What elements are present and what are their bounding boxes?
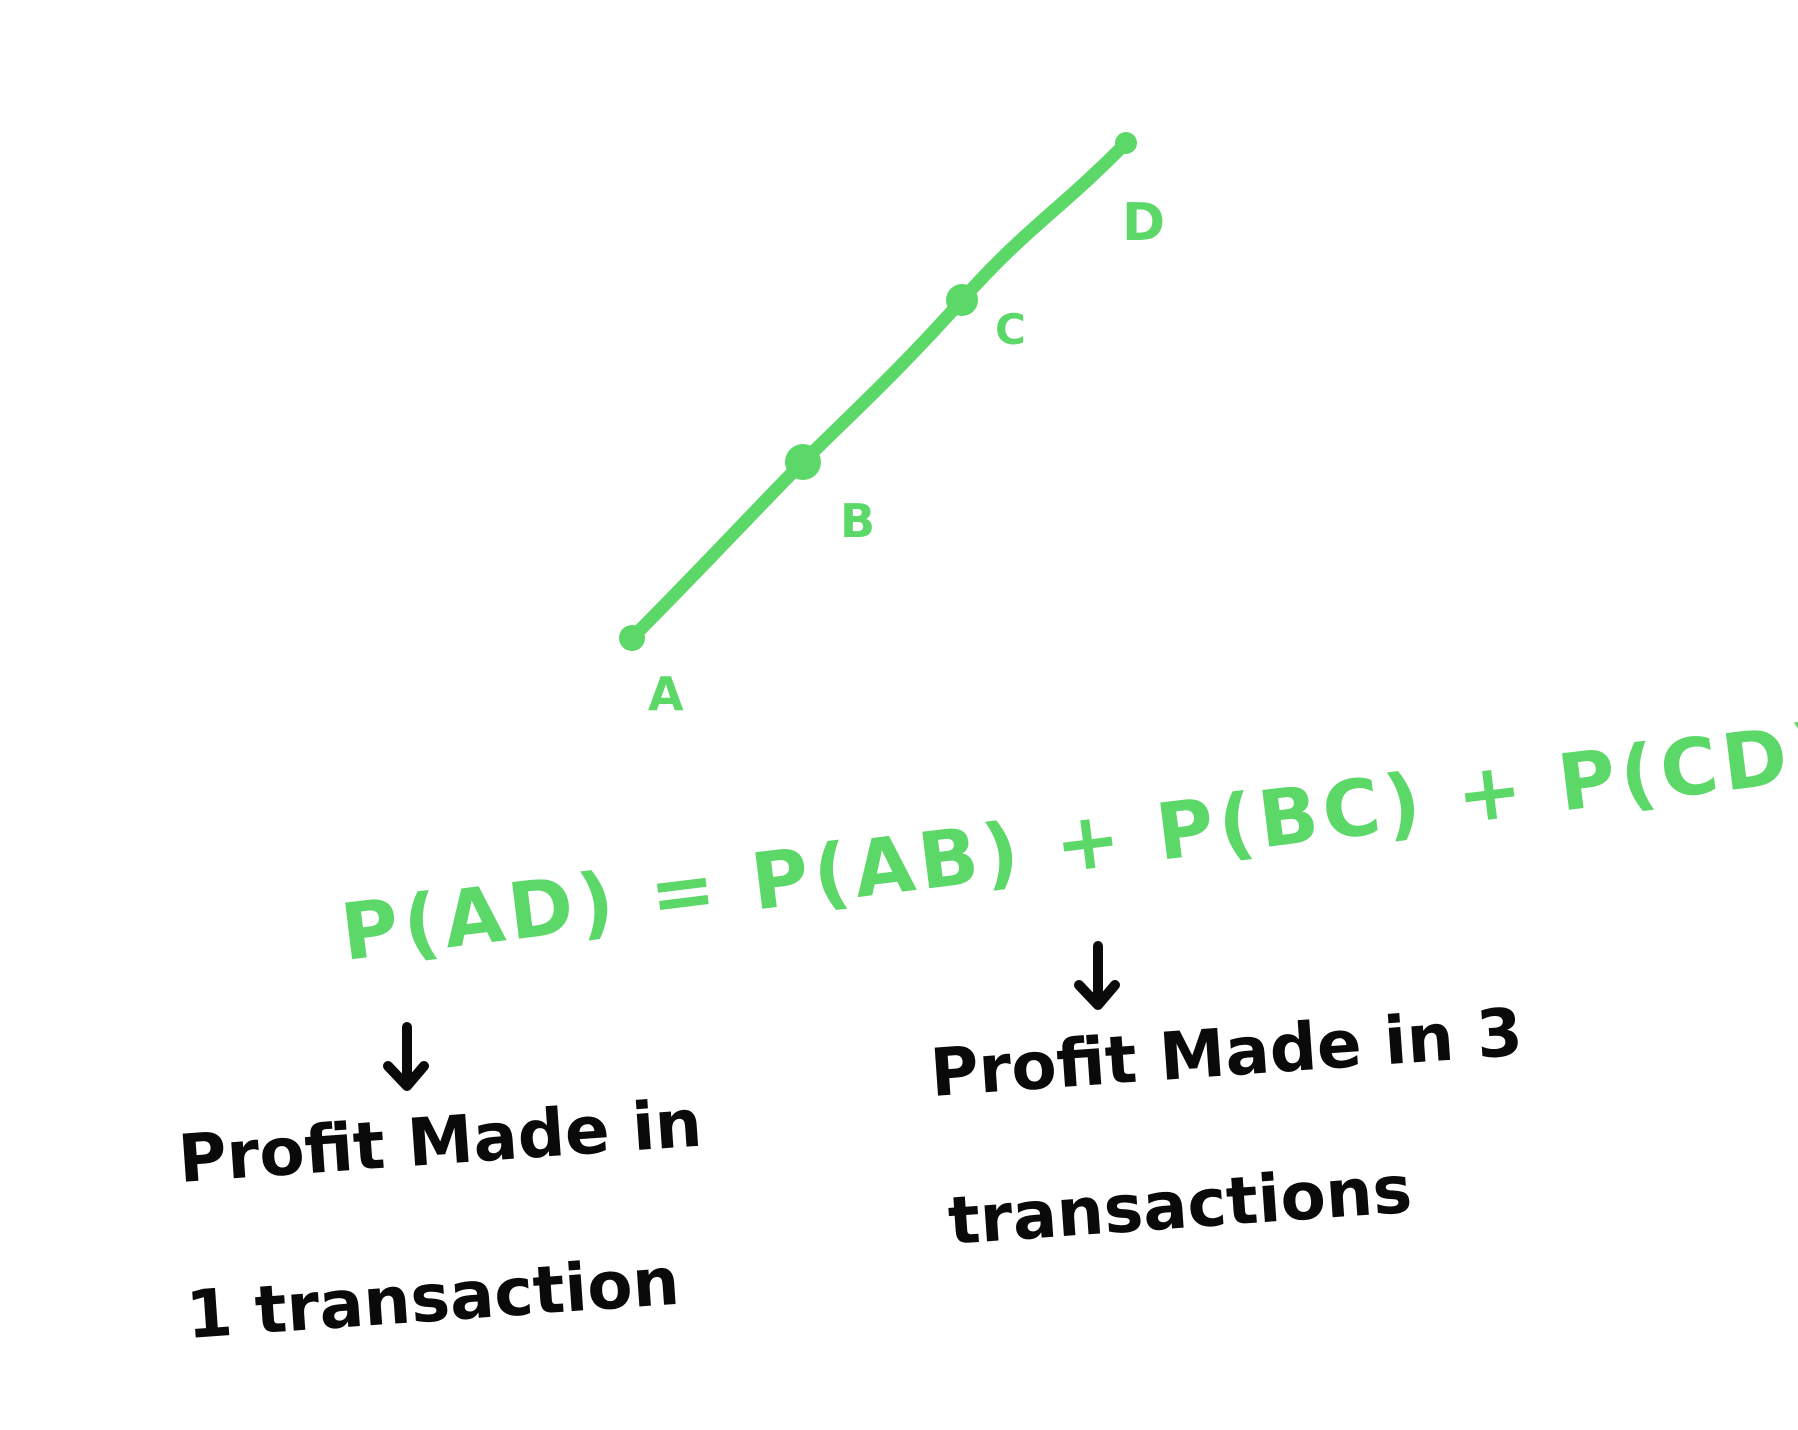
point-d-label: D <box>1122 193 1165 253</box>
point-b-dot <box>785 444 821 480</box>
point-b-label: B <box>840 494 875 548</box>
profit-equation: P(AD) = P(AB) + P(BC) + P(CD) <box>336 707 1798 979</box>
point-d-dot <box>1115 132 1137 154</box>
annotation-left-line2: 1 transaction <box>184 1243 682 1354</box>
down-arrow-icon <box>383 1022 429 1091</box>
annotation-right-line2: transactions <box>946 1151 1415 1260</box>
point-c-label: C <box>995 305 1026 354</box>
annotation-left-line1: Profit Made in <box>176 1085 705 1198</box>
point-a-dot <box>619 625 645 651</box>
annotation-right-line1: Profit Made in 3 <box>928 994 1525 1112</box>
down-arrow-icon <box>1074 941 1120 1010</box>
point-c-dot <box>946 284 978 316</box>
segment-line <box>625 136 1133 645</box>
point-a-label: A <box>648 667 684 721</box>
